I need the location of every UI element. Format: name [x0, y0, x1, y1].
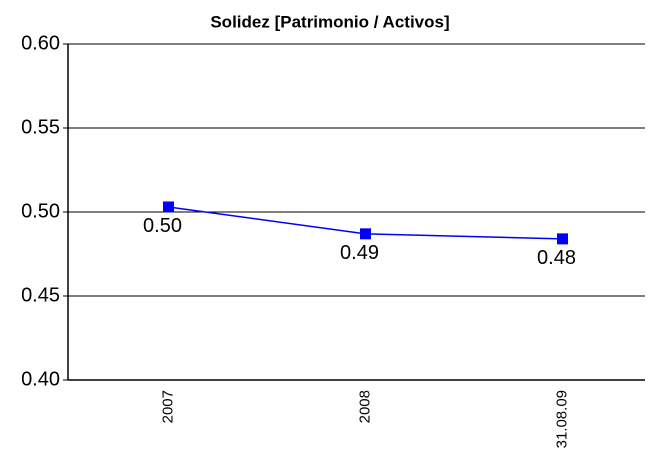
data-label: 0.48: [537, 247, 576, 269]
marker: [360, 228, 371, 240]
y-tick-label: 0.60: [21, 32, 60, 54]
data-label: 0.50: [143, 215, 182, 237]
y-tick-label: 0.55: [21, 116, 60, 138]
data-label: 0.49: [340, 242, 379, 264]
chart-title: Solidez [Patrimonio / Activos]: [210, 12, 449, 31]
y-tick-label: 0.40: [21, 368, 60, 390]
x-tick-label: 2007: [159, 390, 176, 423]
x-tick-label: 2008: [356, 390, 373, 423]
marker: [163, 201, 174, 213]
marker: [557, 233, 568, 245]
x-tick-label: 31.08.09: [553, 390, 570, 448]
y-tick-label: 0.45: [21, 284, 60, 306]
y-tick-label: 0.50: [21, 200, 60, 222]
